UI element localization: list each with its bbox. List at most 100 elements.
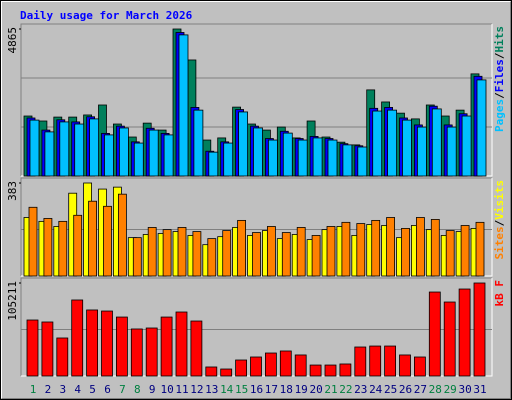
bar — [399, 354, 411, 377]
bar — [253, 127, 263, 177]
x-tick-label: 7 — [119, 383, 126, 396]
bar — [103, 205, 112, 277]
bar — [416, 126, 427, 177]
bar — [177, 227, 187, 277]
legend: Sites/Visits — [493, 180, 506, 260]
plot-edge-dark — [20, 177, 492, 276]
bar — [445, 230, 455, 277]
bar — [473, 282, 486, 377]
x-tick-label: 8 — [134, 383, 141, 396]
bar — [28, 206, 38, 277]
bar — [223, 142, 234, 177]
bar — [193, 109, 204, 177]
x-tick-label: 28 — [429, 383, 442, 396]
bar — [413, 356, 426, 377]
x-tick-label: 12 — [190, 383, 203, 396]
bar — [282, 132, 293, 177]
bar — [297, 139, 308, 177]
x-tick-label: 3 — [59, 383, 66, 396]
bar — [371, 219, 381, 277]
bar — [326, 226, 336, 277]
bar — [130, 328, 143, 377]
legend-entry: Sites — [493, 226, 506, 259]
bar — [222, 230, 232, 277]
x-tick-label: 18 — [280, 383, 293, 396]
bar — [71, 299, 84, 377]
bar — [430, 219, 440, 277]
x-tick-label: 20 — [309, 383, 322, 396]
x-tick-label: 14 — [220, 383, 234, 396]
x-tick-label: 11 — [175, 383, 188, 396]
bar — [475, 221, 485, 277]
bar — [190, 320, 203, 377]
bar — [237, 219, 247, 277]
x-tick-label: 25 — [384, 383, 397, 396]
bar — [44, 131, 55, 177]
bar — [327, 139, 338, 177]
bar — [238, 111, 249, 177]
bar — [101, 310, 113, 377]
bar — [460, 225, 470, 277]
bar — [312, 137, 323, 177]
x-tick-label: 27 — [414, 383, 427, 396]
bar — [132, 237, 142, 277]
bar — [372, 110, 383, 177]
x-tick-label: 22 — [339, 383, 352, 396]
x-tick-label: 29 — [444, 383, 457, 396]
bar — [207, 238, 217, 277]
x-tick-label: 4 — [74, 383, 81, 396]
bar — [192, 231, 202, 277]
bar — [86, 309, 98, 377]
x-tick-label: 31 — [473, 383, 486, 396]
x-tick-label: 2 — [45, 383, 52, 396]
bar — [357, 146, 368, 177]
bar — [29, 119, 40, 177]
bar — [41, 321, 54, 377]
plot-edge-dark — [20, 23, 492, 176]
bar — [205, 366, 218, 377]
bar — [148, 129, 159, 177]
y-tick-label: 105211 — [6, 281, 19, 321]
y-tick-label: 4865 — [6, 27, 19, 54]
bar — [178, 34, 189, 177]
bar — [386, 217, 396, 277]
bar — [104, 134, 114, 177]
x-tick-label: 26 — [399, 383, 412, 396]
bar — [401, 228, 410, 277]
legend-separator: / — [493, 92, 506, 99]
x-tick-label: 5 — [89, 383, 96, 396]
x-tick-label: 17 — [265, 383, 278, 396]
bar — [458, 288, 471, 377]
bar — [281, 232, 291, 277]
x-tick-label: 21 — [324, 383, 337, 396]
bar — [415, 217, 425, 277]
bar — [208, 151, 219, 177]
x-tick-label: 1 — [30, 383, 37, 396]
bar — [59, 121, 70, 177]
bar — [369, 345, 382, 377]
bar — [73, 214, 83, 277]
bar — [311, 235, 321, 277]
chart-title: Daily usage for March 2026 — [20, 9, 193, 22]
legend-entry: Hits — [493, 26, 506, 53]
x-tick-label: 9 — [149, 383, 156, 396]
bar — [220, 368, 233, 377]
legend-entry: Visits — [493, 180, 506, 220]
bar — [279, 350, 292, 377]
bar — [296, 227, 306, 277]
legend: Pages/Files/Hits — [493, 26, 506, 132]
bar — [147, 227, 157, 277]
bar — [116, 316, 128, 377]
bar — [264, 352, 277, 377]
legend-separator: / — [493, 219, 506, 226]
x-tick-label: 19 — [295, 383, 308, 396]
bar — [339, 363, 352, 377]
x-tick-label: 6 — [104, 383, 111, 396]
bar — [428, 291, 441, 377]
bar — [324, 364, 337, 377]
bar — [461, 115, 472, 177]
bar — [250, 356, 262, 377]
bar — [266, 226, 276, 277]
bar — [387, 109, 398, 177]
